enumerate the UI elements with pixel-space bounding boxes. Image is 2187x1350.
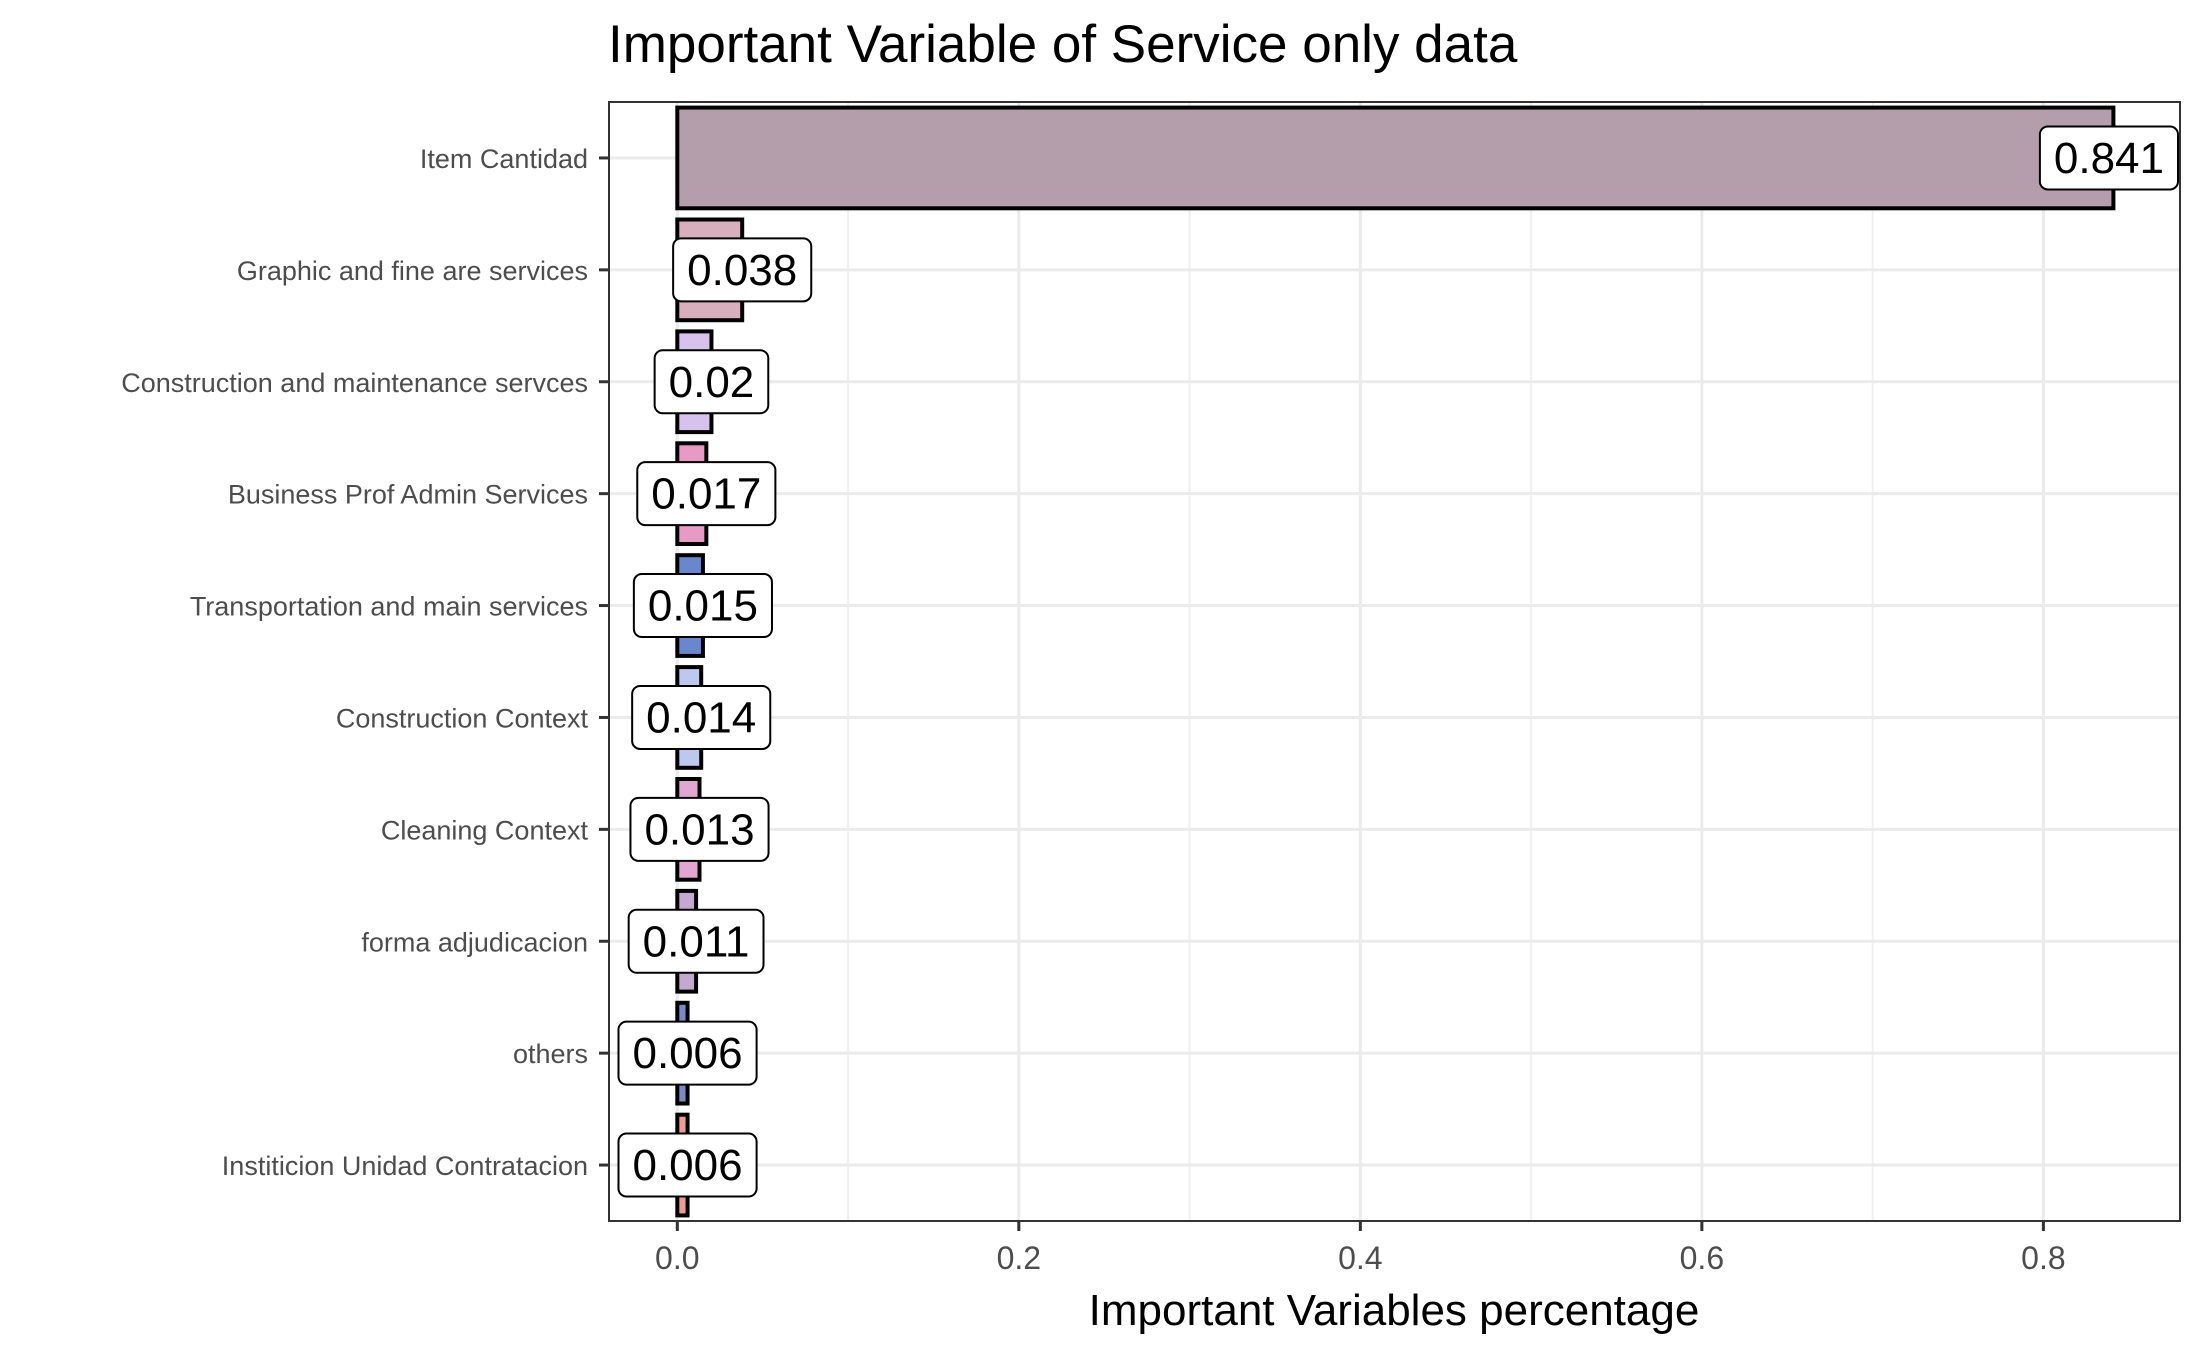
data-label: 0.017: [636, 461, 777, 527]
data-label-box: [2038, 125, 2179, 191]
x-axis-label: Important Variables percentage: [1089, 1286, 1700, 1335]
data-label-text: 0.011: [643, 917, 750, 966]
data-label-box: [617, 1020, 758, 1086]
data-label-text: 0.02: [669, 358, 755, 407]
y-tick-label: Institicion Unidad Contratacion: [222, 1151, 588, 1181]
data-label-text: 0.017: [651, 470, 761, 519]
data-label-text: 0.006: [632, 1141, 742, 1190]
data-label-box: [632, 573, 773, 639]
data-label-box: [653, 349, 770, 415]
data-label-box: [672, 237, 813, 303]
chart-title: Important Variable of Service only data: [608, 15, 1518, 74]
data-label: 0.011: [627, 908, 765, 974]
data-label-text: 0.841: [2054, 134, 2164, 183]
x-tick-label: 0.2: [997, 1240, 1041, 1276]
data-label-text: 0.006: [632, 1029, 742, 1078]
data-label: 0.013: [629, 796, 770, 862]
data-label-box: [636, 461, 777, 527]
y-tick-label: Graphic and fine are services: [237, 256, 588, 286]
data-label-box: [629, 796, 770, 862]
x-tick-label: 0.0: [655, 1240, 699, 1276]
y-tick-label: Construction and maintenance servces: [121, 368, 588, 398]
data-label-box: [631, 684, 772, 750]
data-label: 0.02: [653, 349, 770, 415]
y-tick-label: Item Cantidad: [420, 144, 588, 174]
data-label: 0.015: [632, 573, 773, 639]
data-label-text: 0.015: [648, 582, 758, 631]
data-label: 0.841: [2038, 125, 2179, 191]
y-tick-label: Cleaning Context: [381, 815, 589, 845]
data-label: 0.038: [672, 237, 813, 303]
data-label: 0.006: [617, 1132, 758, 1198]
y-tick-label: Transportation and main services: [190, 592, 588, 622]
plot-panel-border: [608, 101, 2181, 1222]
y-tick-label: forma adjudicacion: [361, 927, 588, 957]
y-tick-label: Business Prof Admin Services: [228, 480, 588, 510]
x-tick-label: 0.6: [1680, 1240, 1724, 1276]
bar: [675, 105, 2116, 211]
x-tick-label: 0.8: [2021, 1240, 2065, 1276]
data-label-text: 0.038: [687, 246, 797, 295]
grid-lines: [609, 102, 2180, 1221]
x-tick-label: 0.4: [1338, 1240, 1382, 1276]
data-labels: 0.841 0.038 0.02 0.017 0.015 0.014 0.013 0.011 0…: [617, 125, 2179, 1198]
y-tick-label: others: [513, 1039, 588, 1069]
y-axis: Item Cantidad Graphic and fine are servic…: [121, 144, 609, 1181]
data-label-box: [627, 908, 765, 974]
x-axis: 0.0 0.2 0.4 0.6 0.8: [655, 1221, 2066, 1276]
bars: [675, 105, 2116, 1218]
data-label-text: 0.013: [644, 805, 754, 854]
data-label-text: 0.014: [646, 693, 756, 742]
data-label: 0.014: [631, 684, 772, 750]
data-label-box: [617, 1132, 758, 1198]
y-tick-label: Construction Context: [336, 703, 589, 733]
data-label: 0.006: [617, 1020, 758, 1086]
